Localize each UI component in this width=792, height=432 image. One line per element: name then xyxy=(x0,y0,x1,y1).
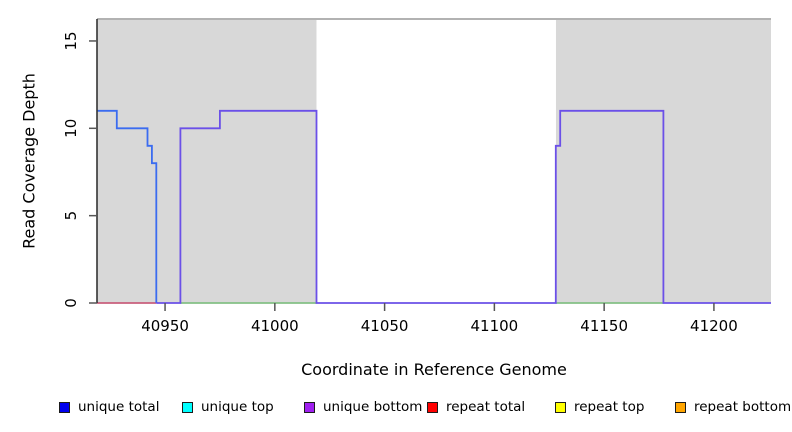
x-axis-title: Coordinate in Reference Genome xyxy=(301,360,567,379)
uncovered-gap xyxy=(316,19,556,303)
legend-label: repeat bottom xyxy=(694,399,792,415)
legend-item-repeat-bottom: repeat bottom xyxy=(675,398,791,416)
legend-swatch-repeat-top xyxy=(555,401,566,413)
legend-item-repeat-total: repeat total xyxy=(427,398,525,416)
y-axis-title: Read Coverage Depth xyxy=(19,73,39,249)
legend-swatch-unique-top xyxy=(182,401,193,413)
y-tick-label: 5 xyxy=(62,211,80,221)
legend-swatch-repeat-bottom xyxy=(675,401,686,413)
legend-item-unique-bottom: unique bottom xyxy=(304,398,422,416)
legend-label: unique bottom xyxy=(323,399,423,415)
x-tick-label: 40950 xyxy=(141,317,189,335)
legend-label: unique total xyxy=(78,399,160,415)
y-tick-label: 10 xyxy=(62,119,80,138)
x-tick-label: 41100 xyxy=(471,317,519,335)
legend-item-unique-total: unique total xyxy=(59,398,159,416)
x-tick-label: 41050 xyxy=(361,317,409,335)
x-tick-label: 41200 xyxy=(690,317,738,335)
covered-region-shade xyxy=(97,20,317,303)
legend-item-unique-top: unique top xyxy=(182,398,274,416)
x-tick-label: 41150 xyxy=(580,317,628,335)
legend-swatch-repeat-total xyxy=(427,401,438,413)
y-tick-label: 15 xyxy=(62,31,80,50)
legend-label: repeat total xyxy=(446,399,526,415)
series-unique-total-line xyxy=(97,109,158,303)
legend-label: repeat top xyxy=(574,399,645,415)
legend-item-repeat-top: repeat top xyxy=(555,398,644,416)
y-tick-label: 0 xyxy=(62,298,80,308)
legend-label: unique top xyxy=(201,399,274,415)
x-tick-label: 41000 xyxy=(251,317,299,335)
series-unique-bottom-line xyxy=(156,109,771,304)
legend-swatch-unique-total xyxy=(59,401,70,413)
legend-swatch-unique-bottom xyxy=(304,401,315,413)
legend: unique total unique top unique bottom repea… xyxy=(0,398,792,418)
